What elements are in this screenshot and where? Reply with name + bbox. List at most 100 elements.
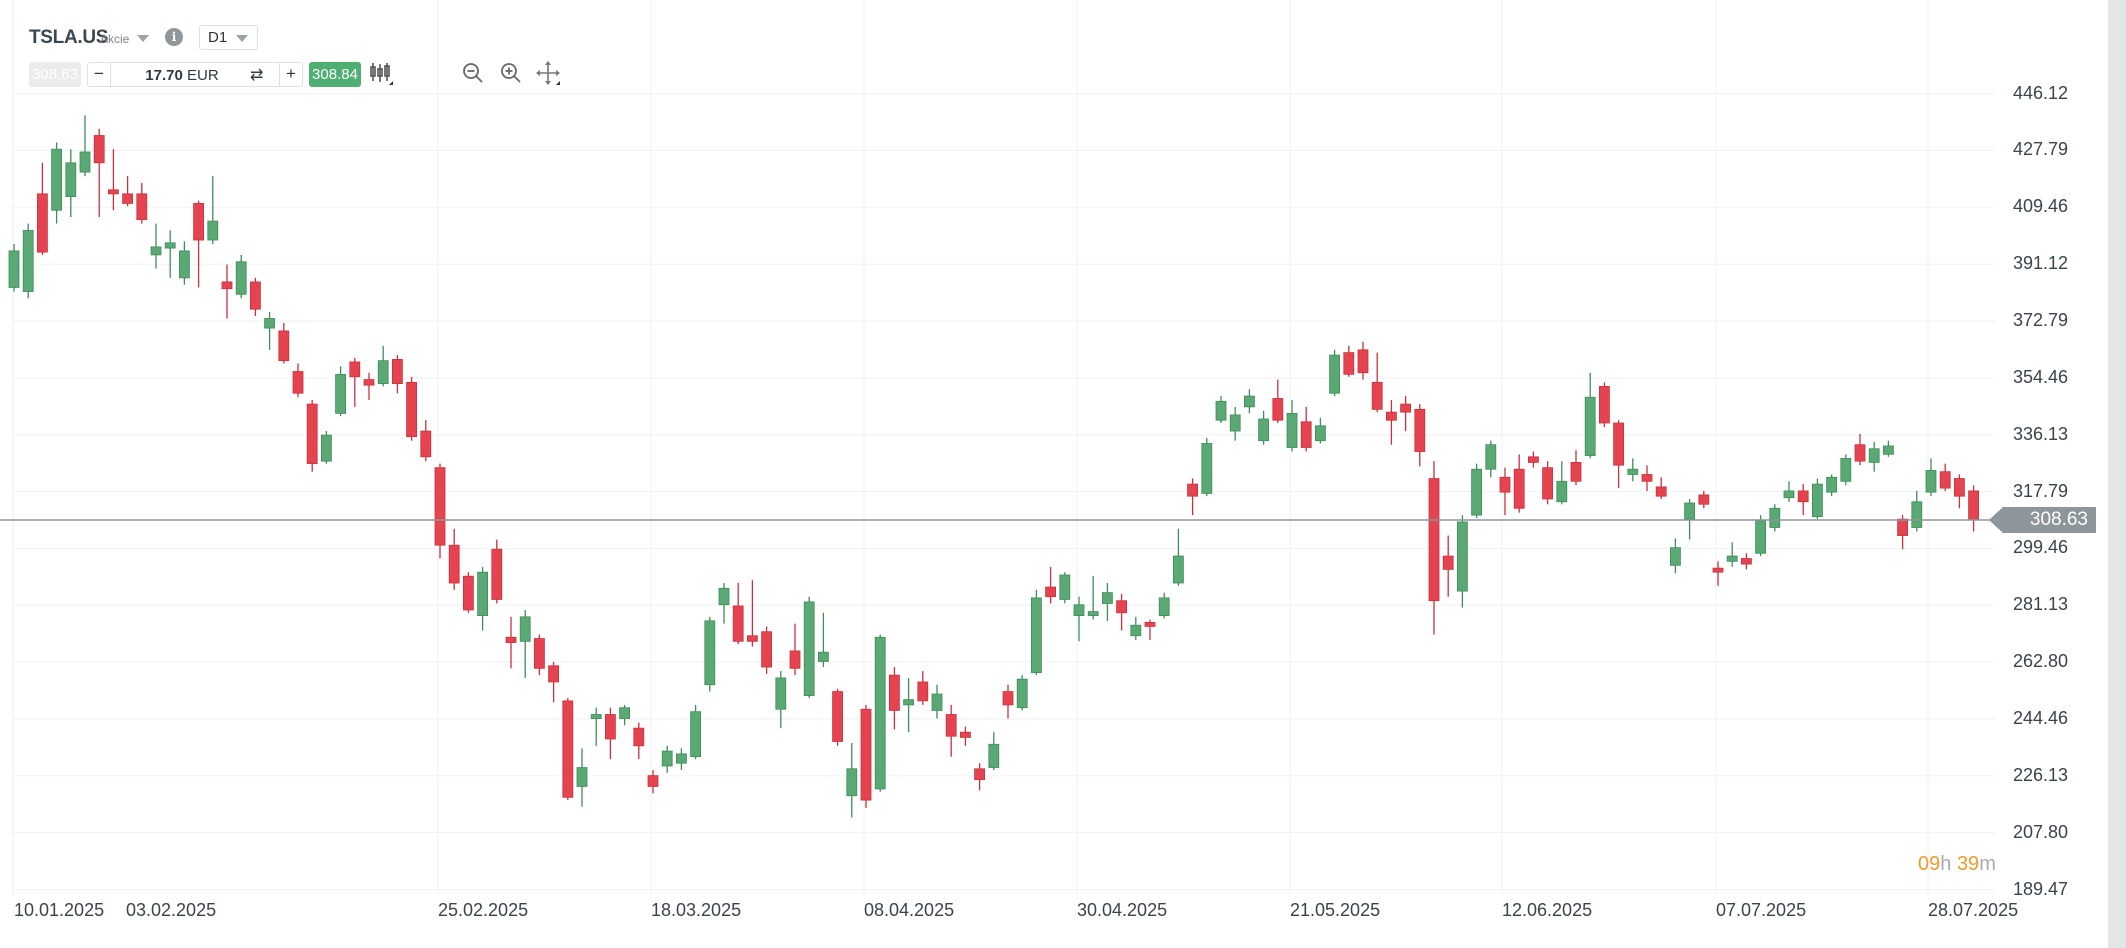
candle-bullish[interactable] bbox=[1868, 441, 1880, 472]
candle-bullish[interactable] bbox=[803, 596, 815, 699]
symbol-name[interactable]: TSLA.US bbox=[29, 27, 109, 48]
candle-bearish[interactable] bbox=[193, 200, 205, 288]
candle-bearish[interactable] bbox=[221, 264, 233, 319]
candle-bearish[interactable] bbox=[548, 661, 559, 703]
candle-bullish[interactable] bbox=[1769, 504, 1781, 532]
symbol-dropdown-caret-icon[interactable] bbox=[137, 35, 149, 42]
candle-bearish[interactable] bbox=[136, 182, 148, 224]
candle-bearish[interactable] bbox=[448, 528, 460, 590]
candle-bullish[interactable] bbox=[1627, 458, 1639, 482]
swap-units-icon[interactable]: ⇄ bbox=[250, 67, 264, 84]
candle-bullish[interactable] bbox=[235, 254, 247, 299]
scrollbar[interactable] bbox=[2108, 0, 2126, 948]
candle-bullish[interactable] bbox=[519, 609, 531, 678]
candle-bullish[interactable] bbox=[1315, 417, 1326, 444]
candle-bullish[interactable] bbox=[1826, 474, 1837, 497]
candle-bearish[interactable] bbox=[505, 616, 517, 669]
decrease-button[interactable]: − bbox=[88, 63, 111, 86]
candle-bearish[interactable] bbox=[732, 583, 744, 645]
candle-bullish[interactable] bbox=[1215, 396, 1227, 423]
candle-bullish[interactable] bbox=[1130, 616, 1142, 641]
candlestick-type-icon[interactable] bbox=[368, 60, 394, 86]
candle-bearish[interactable] bbox=[1655, 477, 1667, 499]
candle-bullish[interactable] bbox=[1329, 349, 1340, 397]
candle-bearish[interactable] bbox=[491, 539, 503, 604]
candle-bullish[interactable] bbox=[1158, 592, 1170, 619]
candle-bullish[interactable] bbox=[1258, 410, 1269, 445]
candle-bullish[interactable] bbox=[1244, 389, 1255, 414]
candle-bearish[interactable] bbox=[747, 580, 758, 647]
candle-bullish[interactable] bbox=[619, 704, 630, 726]
candle-bearish[interactable] bbox=[1002, 684, 1014, 719]
candle-bearish[interactable] bbox=[1797, 484, 1809, 516]
candle-bullish[interactable] bbox=[1584, 372, 1596, 459]
candle-bullish[interactable] bbox=[704, 616, 716, 692]
candle-bullish[interactable] bbox=[65, 149, 77, 218]
candle-bearish[interactable] bbox=[1939, 463, 1951, 491]
candle-bearish[interactable] bbox=[1144, 619, 1156, 641]
candle-bullish[interactable] bbox=[1726, 542, 1738, 567]
candle-bearish[interactable] bbox=[249, 277, 261, 317]
candle-bearish[interactable] bbox=[647, 770, 659, 794]
candle-bullish[interactable] bbox=[264, 311, 276, 350]
candle-bullish[interactable] bbox=[1031, 589, 1042, 676]
candle-bullish[interactable] bbox=[1102, 583, 1113, 621]
candle-bullish[interactable] bbox=[576, 748, 588, 807]
candle-bearish[interactable] bbox=[420, 420, 432, 462]
buy-price-button[interactable]: 308.84 bbox=[309, 62, 361, 87]
timeframe-select[interactable]: D1 bbox=[199, 25, 258, 50]
candle-bearish[interactable] bbox=[633, 722, 645, 760]
candle-bullish[interactable] bbox=[1087, 576, 1099, 620]
candle-bearish[interactable] bbox=[1300, 406, 1312, 452]
candle-bullish[interactable] bbox=[1925, 458, 1937, 497]
candle-bearish[interactable] bbox=[1428, 461, 1440, 635]
candle-bearish[interactable] bbox=[363, 372, 375, 401]
candle-bullish[interactable] bbox=[320, 431, 332, 464]
candle-bullish[interactable] bbox=[207, 176, 219, 245]
candle-bullish[interactable] bbox=[676, 748, 687, 771]
candle-bearish[interactable] bbox=[534, 634, 545, 676]
candle-bearish[interactable] bbox=[974, 763, 985, 791]
candle-bullish[interactable] bbox=[1840, 454, 1852, 486]
candle-bullish[interactable] bbox=[1812, 478, 1823, 520]
candle-bullish[interactable] bbox=[335, 366, 347, 417]
candle-bullish[interactable] bbox=[1670, 538, 1681, 574]
candle-bullish[interactable] bbox=[1059, 572, 1071, 604]
candle-bearish[interactable] bbox=[406, 376, 418, 441]
move-icon[interactable] bbox=[535, 60, 561, 86]
candle-bullish[interactable] bbox=[661, 745, 673, 773]
volume-input[interactable]: 17.70 EUR bbox=[112, 67, 252, 84]
candle-bullish[interactable] bbox=[377, 345, 389, 387]
candle-bearish[interactable] bbox=[761, 626, 772, 674]
candle-bullish[interactable] bbox=[22, 223, 34, 299]
candle-bearish[interactable] bbox=[917, 671, 929, 705]
candle-bearish[interactable] bbox=[1542, 461, 1553, 505]
candle-bullish[interactable] bbox=[1286, 400, 1298, 452]
candle-bullish[interactable] bbox=[150, 223, 162, 269]
info-icon[interactable]: i bbox=[165, 28, 183, 46]
candle-bearish[interactable] bbox=[1386, 400, 1397, 445]
candle-bullish[interactable] bbox=[1556, 461, 1568, 505]
candle-bearish[interactable] bbox=[832, 688, 843, 746]
candle-bearish[interactable] bbox=[1513, 454, 1525, 513]
candle-bullish[interactable] bbox=[1173, 528, 1184, 586]
candle-bearish[interactable] bbox=[1698, 490, 1710, 509]
candle-bearish[interactable] bbox=[434, 463, 446, 559]
increase-button[interactable]: + bbox=[279, 63, 302, 86]
candle-bearish[interactable] bbox=[1187, 478, 1198, 516]
candle-bearish[interactable] bbox=[1712, 561, 1724, 586]
candle-bearish[interactable] bbox=[1968, 485, 1979, 532]
candle-bullish[interactable] bbox=[1457, 515, 1468, 608]
zoom-in-icon[interactable] bbox=[498, 60, 524, 86]
candle-bearish[interactable] bbox=[93, 128, 105, 218]
candle-bearish[interactable] bbox=[605, 707, 616, 760]
candle-bearish[interactable] bbox=[306, 400, 318, 472]
candle-bullish[interactable] bbox=[1485, 440, 1497, 478]
candle-bearish[interactable] bbox=[1613, 420, 1624, 489]
candle-bearish[interactable] bbox=[860, 704, 872, 809]
candle-bearish[interactable] bbox=[1045, 566, 1056, 604]
volume-stepper[interactable]: − 17.70 EUR ⇄ + bbox=[87, 62, 303, 87]
candle-bullish[interactable] bbox=[1073, 596, 1085, 642]
candle-bearish[interactable] bbox=[1272, 379, 1284, 423]
candle-bearish[interactable] bbox=[1499, 467, 1511, 516]
